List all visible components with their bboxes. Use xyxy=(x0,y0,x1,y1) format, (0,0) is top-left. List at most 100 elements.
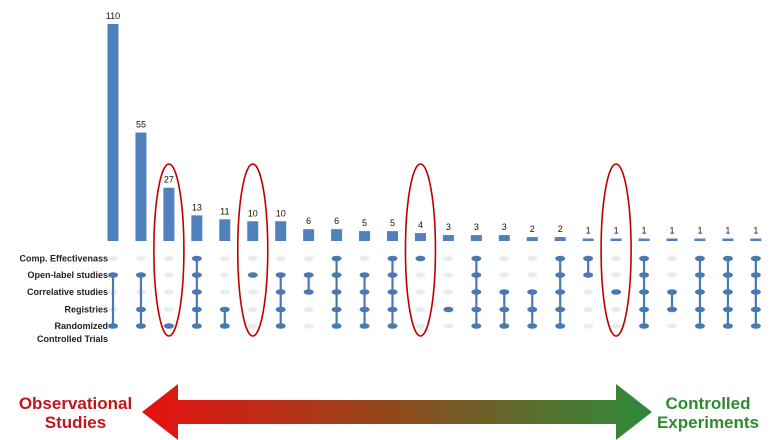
set-label: Controlled Trials xyxy=(37,334,108,344)
matrix-dot-filled xyxy=(471,255,482,262)
matrix-dot-filled xyxy=(135,272,146,278)
matrix-dot-filled xyxy=(722,255,733,262)
matrix-dot-filled xyxy=(555,255,566,262)
matrix-dot-filled xyxy=(694,289,705,295)
matrix-dot-filled xyxy=(108,272,118,278)
bar xyxy=(387,231,398,241)
matrix-dot-filled xyxy=(191,323,202,329)
matrix-dot-empty xyxy=(135,255,146,262)
matrix-dot-empty xyxy=(443,272,454,278)
matrix-dot-filled xyxy=(639,306,650,313)
bar xyxy=(414,233,426,241)
matrix-dot-filled xyxy=(583,255,594,262)
matrix-dot-filled xyxy=(722,272,733,278)
matrix-dot-filled xyxy=(387,272,398,278)
matrix-dot-filled xyxy=(415,255,426,262)
matrix-dot-empty xyxy=(415,272,426,278)
matrix-dot-filled xyxy=(191,289,202,295)
matrix-dot-filled xyxy=(331,306,342,313)
matrix-dot-filled xyxy=(359,306,370,313)
bar-value-label: 3 xyxy=(474,222,479,232)
highlight-ellipse xyxy=(153,163,185,337)
bar xyxy=(442,235,454,241)
matrix-dot-empty xyxy=(527,272,538,278)
left-label-line-2: Studies xyxy=(44,413,107,432)
matrix-dot-empty xyxy=(247,306,258,313)
bar xyxy=(638,238,650,241)
bar-value-label: 1 xyxy=(642,226,647,236)
matrix-dot-filled xyxy=(639,272,650,278)
bar-value-label: 2 xyxy=(530,224,535,234)
matrix-dot-filled xyxy=(359,272,370,278)
matrix-dot-filled xyxy=(722,289,733,295)
matrix-dot-filled xyxy=(331,323,342,329)
matrix-dot-filled xyxy=(694,323,705,329)
matrix-dot-filled xyxy=(471,306,482,313)
matrix-dot-empty xyxy=(583,323,594,329)
matrix-dot-filled xyxy=(555,306,566,313)
bar-value-label: 13 xyxy=(192,202,202,212)
bar-value-label: 10 xyxy=(276,208,286,218)
matrix-dot-filled xyxy=(331,255,342,262)
matrix-dot-empty xyxy=(443,323,454,329)
bar xyxy=(303,229,315,241)
matrix-dot-empty xyxy=(443,255,454,262)
matrix-dot-filled xyxy=(219,323,230,329)
matrix-dot-filled xyxy=(303,272,314,278)
matrix-dot-filled xyxy=(611,289,622,295)
matrix-dot-filled xyxy=(135,323,146,329)
matrix-dot-filled xyxy=(163,323,174,329)
matrix-dot-empty xyxy=(108,255,118,262)
matrix-dot-empty xyxy=(247,323,258,329)
matrix-dot-filled xyxy=(555,289,566,295)
matrix-dot-filled xyxy=(639,289,650,295)
matrix-dot-filled xyxy=(471,272,482,278)
matrix-dot-filled xyxy=(303,289,314,295)
highlight-ellipse xyxy=(600,163,632,337)
matrix-dot-filled xyxy=(722,306,733,313)
highlight-ellipse xyxy=(404,163,437,337)
bar-value-label: 1 xyxy=(725,226,730,236)
matrix-dot-filled xyxy=(667,289,677,295)
matrix-dot-empty xyxy=(583,289,594,295)
matrix-dot-empty xyxy=(667,255,677,262)
bar xyxy=(526,237,538,241)
bar-value-label: 1 xyxy=(697,226,702,236)
membership-matrix xyxy=(108,255,761,329)
highlight-ellipse xyxy=(236,163,269,337)
matrix-dot-filled xyxy=(639,323,650,329)
matrix-dot-filled xyxy=(443,306,454,313)
matrix-dot-filled xyxy=(639,255,650,262)
matrix-dot-filled xyxy=(247,272,258,278)
matrix-dot-filled xyxy=(191,255,202,262)
matrix-dot-empty xyxy=(667,323,677,329)
bar-value-label: 11 xyxy=(220,206,229,216)
matrix-dot-filled xyxy=(359,323,370,329)
matrix-dot-filled xyxy=(331,289,342,295)
matrix-dot-filled xyxy=(583,272,594,278)
matrix-dot-filled xyxy=(275,272,286,278)
matrix-dot-filled xyxy=(191,306,202,313)
matrix-dot-empty xyxy=(163,306,174,313)
bar-value-label: 55 xyxy=(136,120,146,130)
set-label: Comp. Effectivenass xyxy=(19,254,108,264)
matrix-dot-empty xyxy=(303,255,314,262)
bar-value-label: 3 xyxy=(446,222,451,232)
matrix-dot-empty xyxy=(163,272,174,278)
matrix-dot-filled xyxy=(387,323,398,329)
matrix-dot-empty xyxy=(611,272,622,278)
highlight-ellipses xyxy=(153,163,632,337)
matrix-dot-filled xyxy=(499,306,510,313)
set-labels-layer: Comp. Effectivenass Open-label studies Cor… xyxy=(19,254,108,345)
set-label: Registries xyxy=(64,305,108,315)
set-label: Open-label studies xyxy=(27,270,108,280)
matrix-dot-empty xyxy=(359,255,370,262)
matrix-dot-empty xyxy=(163,255,174,262)
matrix-dot-empty xyxy=(611,255,622,262)
bar-value-label: 1 xyxy=(586,226,591,236)
matrix-dot-filled xyxy=(750,289,761,295)
bar-value-label: 4 xyxy=(418,220,423,230)
matrix-dot-filled xyxy=(750,255,761,262)
bar xyxy=(247,221,259,241)
bar-value-label: 10 xyxy=(248,208,258,218)
